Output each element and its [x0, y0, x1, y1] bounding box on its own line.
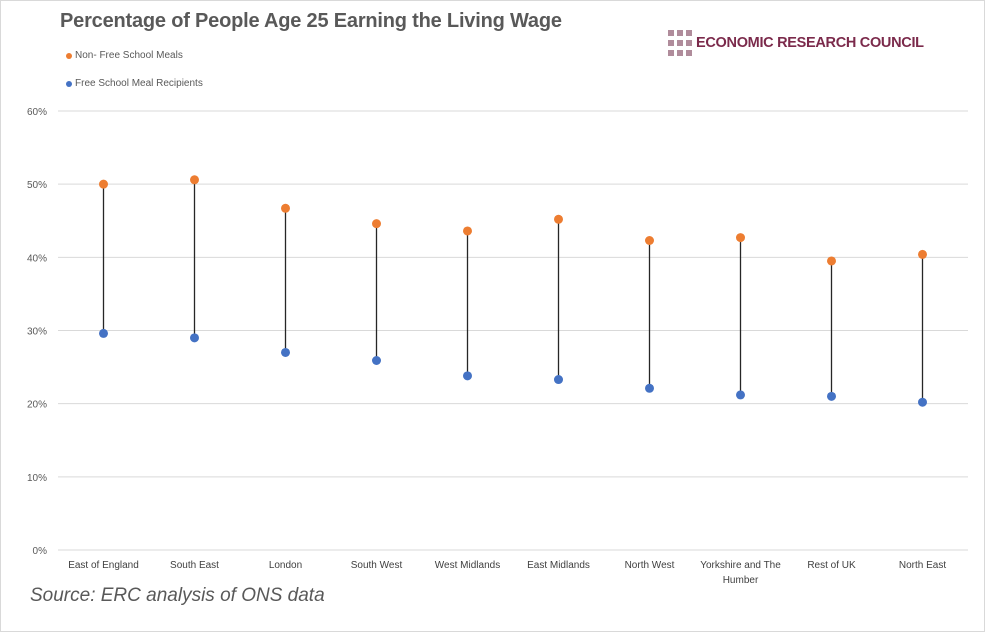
erc-logo: ECONOMIC RESEARCH COUNCIL	[668, 30, 924, 56]
point-non-fsm	[827, 256, 836, 266]
point-non-fsm	[463, 226, 472, 236]
legend-item-non-fsm: Non- Free School Meals	[66, 50, 183, 61]
x-tick-label: South West	[351, 560, 403, 571]
x-tick-label: East Midlands	[527, 560, 590, 571]
legend-label: Non- Free School Meals	[75, 50, 183, 61]
y-tick-label: 10%	[27, 473, 47, 484]
source-note: Source: ERC analysis of ONS data	[30, 585, 325, 606]
x-tick-label: North West	[625, 560, 675, 571]
legend-label: Free School Meal Recipients	[75, 78, 203, 89]
legend-marker-orange-icon	[66, 52, 72, 59]
point-fsm	[99, 328, 108, 338]
y-tick-label: 50%	[27, 180, 47, 191]
point-non-fsm	[554, 214, 563, 224]
x-tick-label: West Midlands	[435, 560, 500, 571]
y-tick-label: 60%	[27, 107, 47, 118]
point-fsm	[918, 397, 927, 407]
point-non-fsm	[372, 219, 381, 229]
point-fsm	[281, 347, 290, 357]
x-tick-label: North East	[899, 560, 946, 571]
point-fsm	[463, 371, 472, 381]
point-non-fsm	[99, 179, 108, 189]
point-non-fsm	[645, 236, 654, 246]
y-tick-label: 30%	[27, 327, 47, 338]
x-tick-label: East of England	[68, 560, 139, 571]
point-fsm	[554, 375, 563, 385]
point-fsm	[827, 391, 836, 401]
point-fsm	[190, 333, 199, 343]
x-tick-label: Rest of UK	[807, 560, 856, 571]
x-tick-label: Humber	[723, 575, 759, 586]
x-tick-label: Yorkshire and The	[700, 560, 781, 571]
x-tick-label: London	[269, 560, 302, 571]
point-fsm	[645, 383, 654, 393]
y-tick-label: 40%	[27, 253, 47, 264]
logo-squares-icon	[668, 30, 692, 56]
chart-title: Percentage of People Age 25 Earning the …	[60, 10, 562, 32]
y-tick-label: 0%	[33, 546, 48, 557]
legend-marker-blue-icon	[66, 80, 72, 87]
point-fsm	[736, 390, 745, 400]
point-non-fsm	[190, 175, 199, 185]
x-tick-label: South East	[170, 560, 219, 571]
legend-item-fsm: Free School Meal Recipients	[66, 78, 203, 89]
logo-text: ECONOMIC RESEARCH COUNCIL	[696, 35, 924, 51]
y-tick-label: 20%	[27, 400, 47, 411]
point-non-fsm	[918, 249, 927, 259]
point-non-fsm	[736, 233, 745, 243]
point-fsm	[372, 355, 381, 365]
point-non-fsm	[281, 203, 290, 213]
